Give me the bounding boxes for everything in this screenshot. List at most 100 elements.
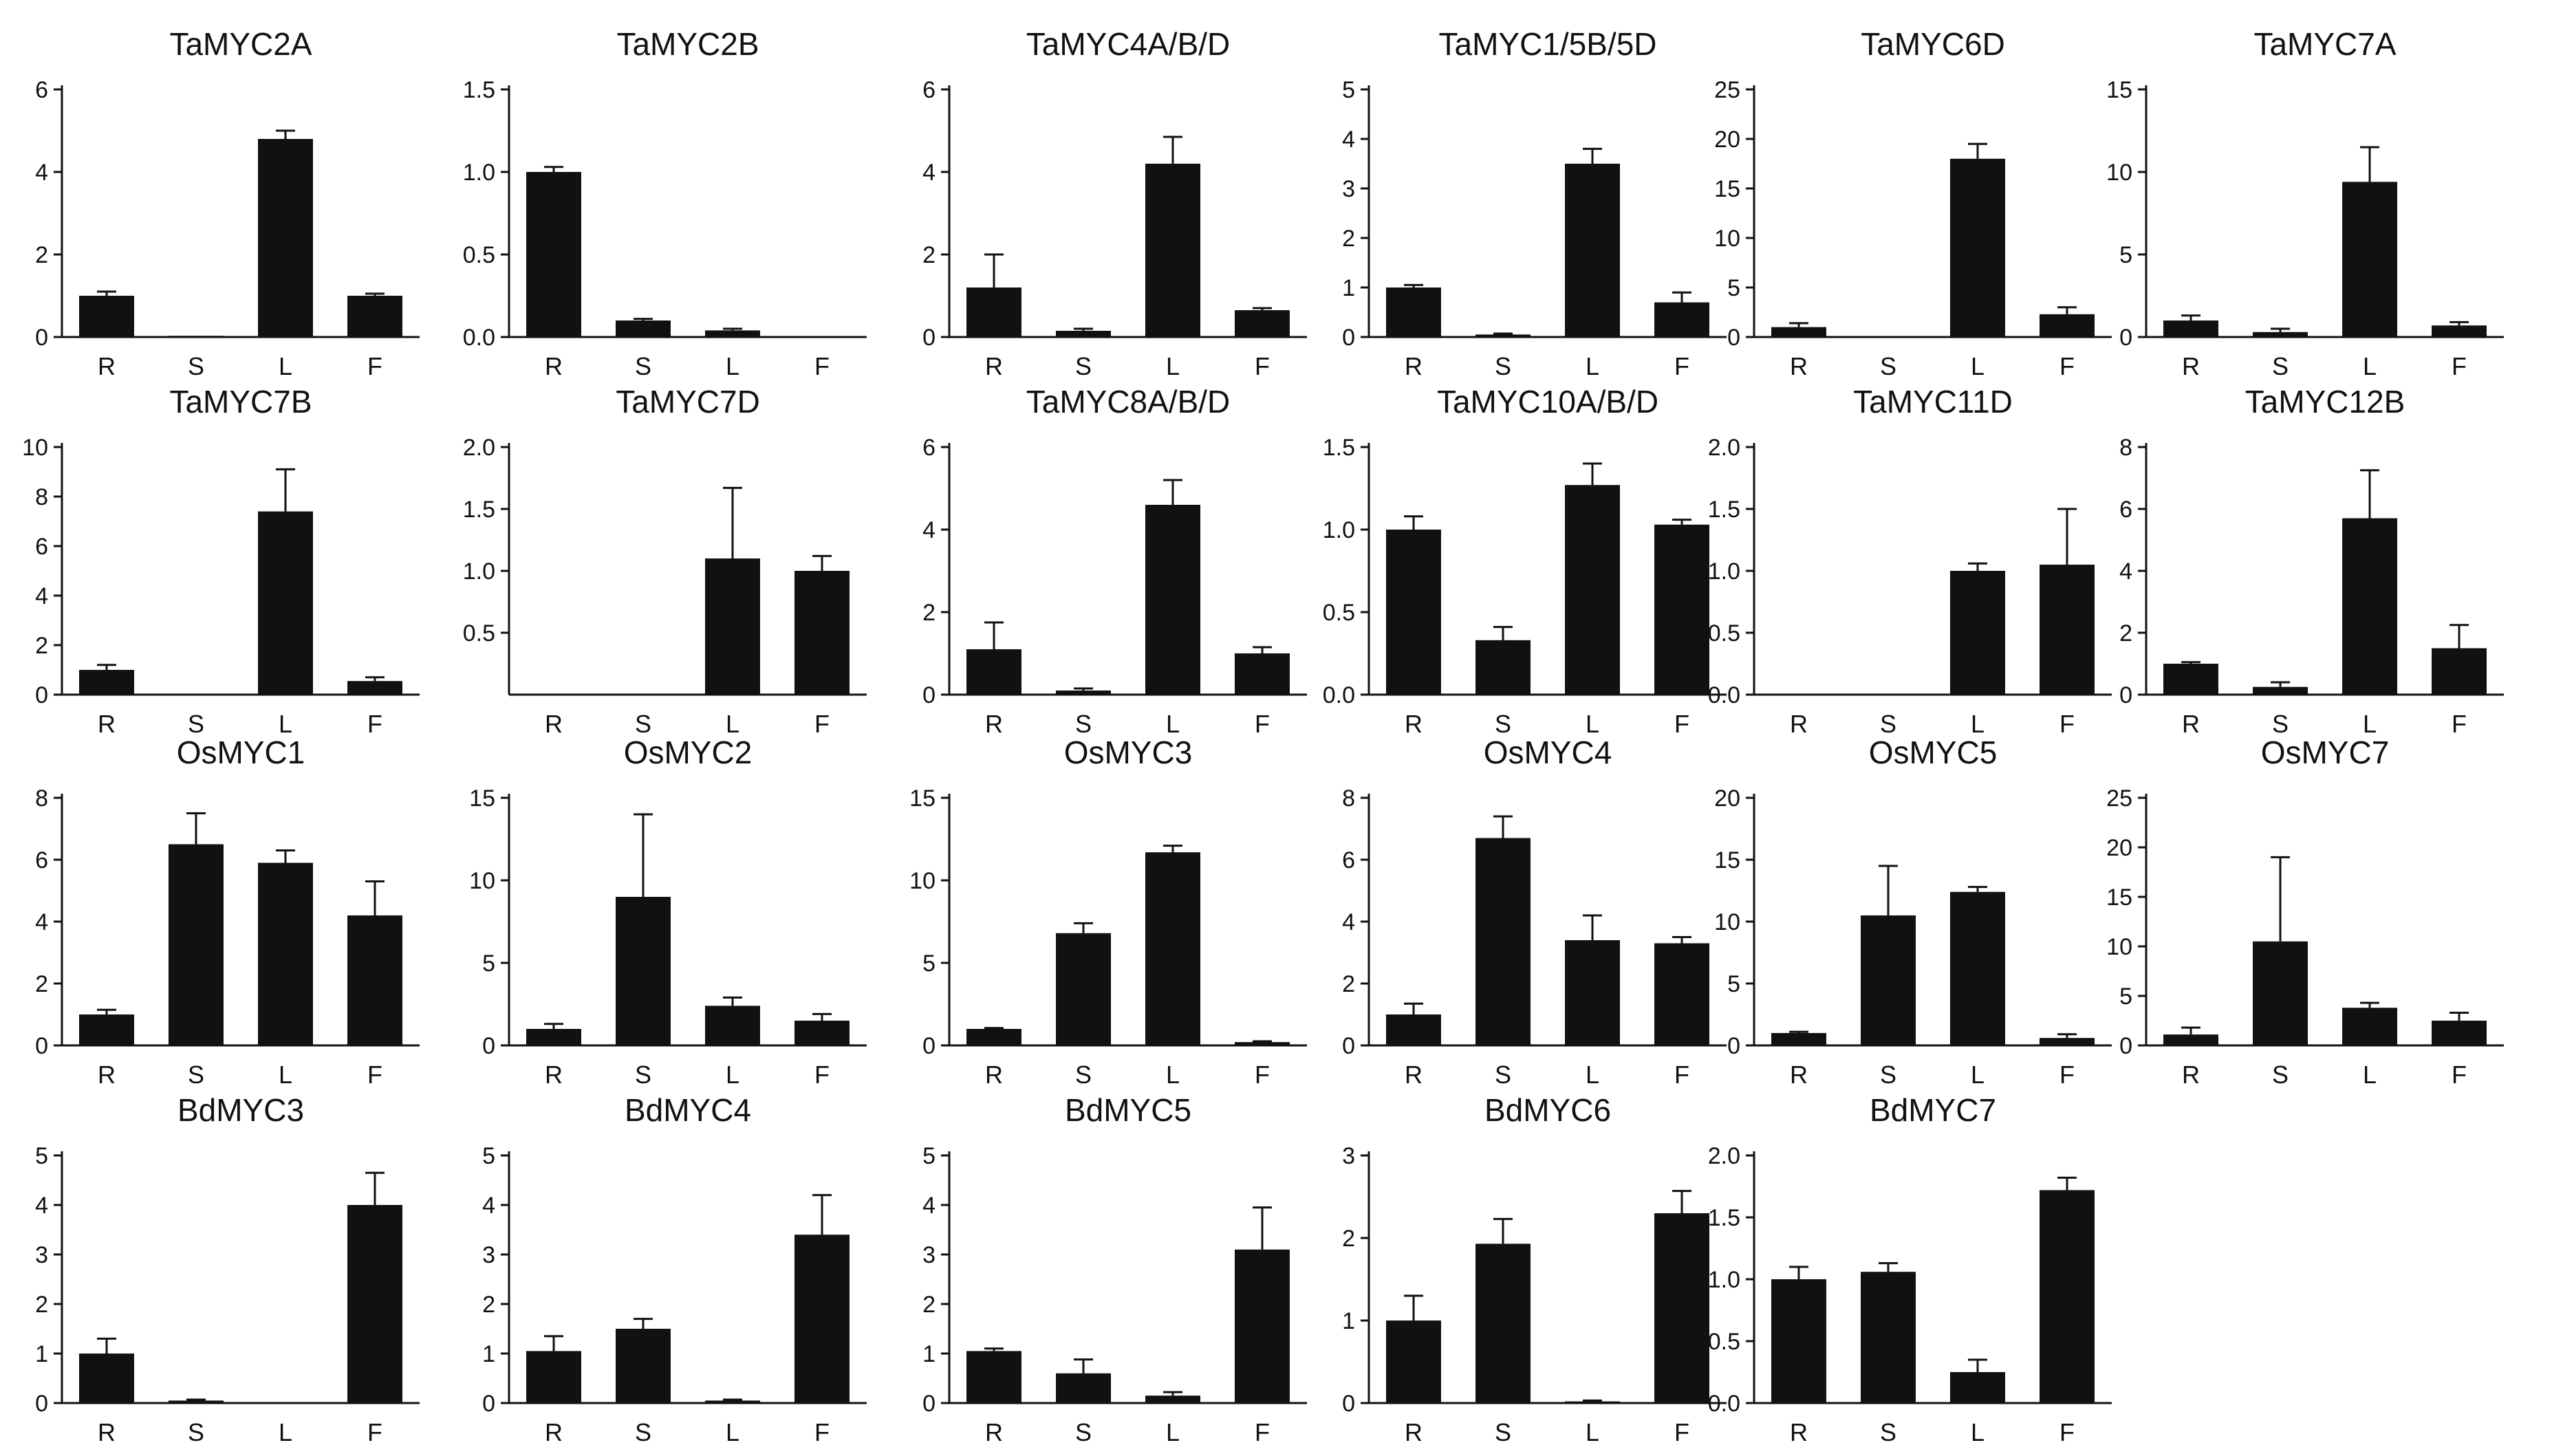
bar bbox=[2253, 686, 2308, 695]
y-tick-label: 20 bbox=[2106, 835, 2132, 861]
panel-title: TaMYC8A/B/D bbox=[1026, 384, 1231, 420]
chart-panel: BdMYC7 0.0 0.5 1.0 1.5 2.0 R S L F bbox=[1708, 1092, 2112, 1446]
bar bbox=[1861, 1272, 1916, 1403]
y-tick-label: 2 bbox=[2119, 620, 2132, 646]
chart-panel: TaMYC7D 0.5 1.0 1.5 2.0 R S L F bbox=[463, 384, 867, 738]
chart-panel: BdMYC5 0 1 2 3 4 5 R S L F bbox=[922, 1092, 1307, 1446]
y-tick-label: 0 bbox=[35, 1391, 48, 1417]
bar bbox=[1654, 1213, 1709, 1403]
category-label: R bbox=[545, 1418, 563, 1446]
bar bbox=[258, 139, 313, 337]
y-tick-label: 5 bbox=[2119, 242, 2132, 268]
bar bbox=[347, 915, 402, 1045]
panel-title: BdMYC5 bbox=[1065, 1092, 1191, 1128]
panel-title: TaMYC7D bbox=[616, 384, 760, 420]
bar bbox=[966, 1029, 1021, 1045]
bar bbox=[1654, 943, 1709, 1045]
bar bbox=[1475, 838, 1531, 1045]
y-tick-label: 4 bbox=[922, 1193, 936, 1219]
category-label: L bbox=[1166, 1061, 1180, 1089]
category-label: R bbox=[985, 352, 1003, 380]
y-tick-label: 2 bbox=[35, 242, 48, 268]
bar bbox=[1235, 653, 1290, 695]
y-tick-label: 0 bbox=[1342, 1033, 1355, 1059]
chart-panel: TaMYC8A/B/D 0 2 4 6 R S L F bbox=[922, 384, 1307, 738]
bar bbox=[1565, 1401, 1620, 1403]
bar bbox=[2040, 314, 2095, 337]
category-label: S bbox=[2272, 710, 2289, 738]
bar bbox=[794, 571, 850, 695]
category-label: L bbox=[1971, 1061, 1985, 1089]
y-tick-label: 1.5 bbox=[1708, 497, 1740, 523]
y-tick-label: 0.0 bbox=[1708, 682, 1740, 708]
chart-panel: TaMYC4A/B/D 0 2 4 6 R S L F bbox=[922, 26, 1307, 380]
bar bbox=[1145, 852, 1200, 1045]
y-tick-label: 8 bbox=[35, 785, 48, 812]
category-label: S bbox=[1495, 1418, 1511, 1446]
bar bbox=[1056, 933, 1111, 1045]
bar bbox=[2253, 941, 2308, 1045]
y-tick-label: 6 bbox=[35, 77, 48, 103]
bar bbox=[347, 1205, 402, 1403]
category-label: L bbox=[2363, 1061, 2377, 1089]
category-label: S bbox=[1075, 352, 1092, 380]
bar bbox=[966, 649, 1021, 695]
panel-title: OsMYC7 bbox=[2261, 735, 2390, 770]
chart-panel: OsMYC2 0 5 10 15 R S L F bbox=[469, 735, 867, 1089]
category-label: S bbox=[1075, 1061, 1092, 1089]
y-tick-label: 5 bbox=[922, 1143, 936, 1169]
panel-title: TaMYC12B bbox=[2245, 384, 2405, 420]
category-label: L bbox=[1166, 352, 1180, 380]
chart-panel: TaMYC6D 0 5 10 15 20 25 R S L F bbox=[1714, 26, 2112, 380]
category-label: L bbox=[1586, 1418, 1599, 1446]
category-label: R bbox=[545, 352, 563, 380]
category-label: L bbox=[726, 1061, 739, 1089]
bar bbox=[169, 336, 224, 337]
panel-title: BdMYC6 bbox=[1484, 1092, 1611, 1128]
y-tick-label: 0 bbox=[35, 682, 48, 708]
bar bbox=[1565, 164, 1620, 337]
category-label: S bbox=[1495, 352, 1511, 380]
bar bbox=[1771, 327, 1826, 337]
y-tick-label: 1.5 bbox=[1708, 1205, 1740, 1231]
y-tick-label: 1 bbox=[482, 1341, 495, 1367]
y-tick-label: 4 bbox=[35, 1193, 48, 1219]
category-label: S bbox=[2272, 352, 2289, 380]
y-tick-label: 10 bbox=[469, 868, 495, 894]
category-label: R bbox=[1405, 1418, 1423, 1446]
bar bbox=[79, 1014, 134, 1045]
bar bbox=[526, 1351, 581, 1403]
y-tick-label: 15 bbox=[1714, 176, 1740, 202]
bar bbox=[2040, 1038, 2095, 1045]
y-tick-label: 2 bbox=[922, 600, 936, 626]
category-label: F bbox=[2059, 710, 2075, 738]
y-tick-label: 4 bbox=[35, 160, 48, 186]
bar bbox=[1475, 640, 1531, 695]
category-label: S bbox=[635, 1418, 651, 1446]
bar bbox=[1056, 331, 1111, 337]
category-label: R bbox=[98, 352, 116, 380]
bar bbox=[1235, 310, 1290, 337]
y-tick-label: 3 bbox=[922, 1242, 936, 1268]
y-tick-label: 10 bbox=[909, 868, 936, 894]
y-tick-label: 4 bbox=[1342, 909, 1355, 935]
y-tick-label: 0 bbox=[922, 1391, 936, 1417]
bar bbox=[1771, 1279, 1826, 1403]
category-label: F bbox=[367, 1418, 382, 1446]
panel-title: BdMYC4 bbox=[625, 1092, 751, 1128]
y-tick-label: 4 bbox=[482, 1193, 495, 1219]
y-tick-label: 4 bbox=[35, 909, 48, 935]
y-tick-label: 5 bbox=[1727, 971, 1740, 997]
chart-panel: TaMYC7B 0 2 4 6 8 10 R S L F bbox=[22, 384, 420, 738]
y-tick-label: 1.5 bbox=[1323, 435, 1355, 461]
y-tick-label: 1 bbox=[1342, 275, 1355, 301]
bar bbox=[1145, 164, 1200, 337]
category-label: L bbox=[2363, 710, 2377, 738]
y-tick-label: 15 bbox=[1714, 847, 1740, 873]
category-label: S bbox=[1880, 1061, 1896, 1089]
y-tick-label: 20 bbox=[1714, 785, 1740, 812]
bar bbox=[2040, 565, 2095, 695]
bar bbox=[705, 558, 760, 695]
y-tick-label: 6 bbox=[922, 435, 936, 461]
